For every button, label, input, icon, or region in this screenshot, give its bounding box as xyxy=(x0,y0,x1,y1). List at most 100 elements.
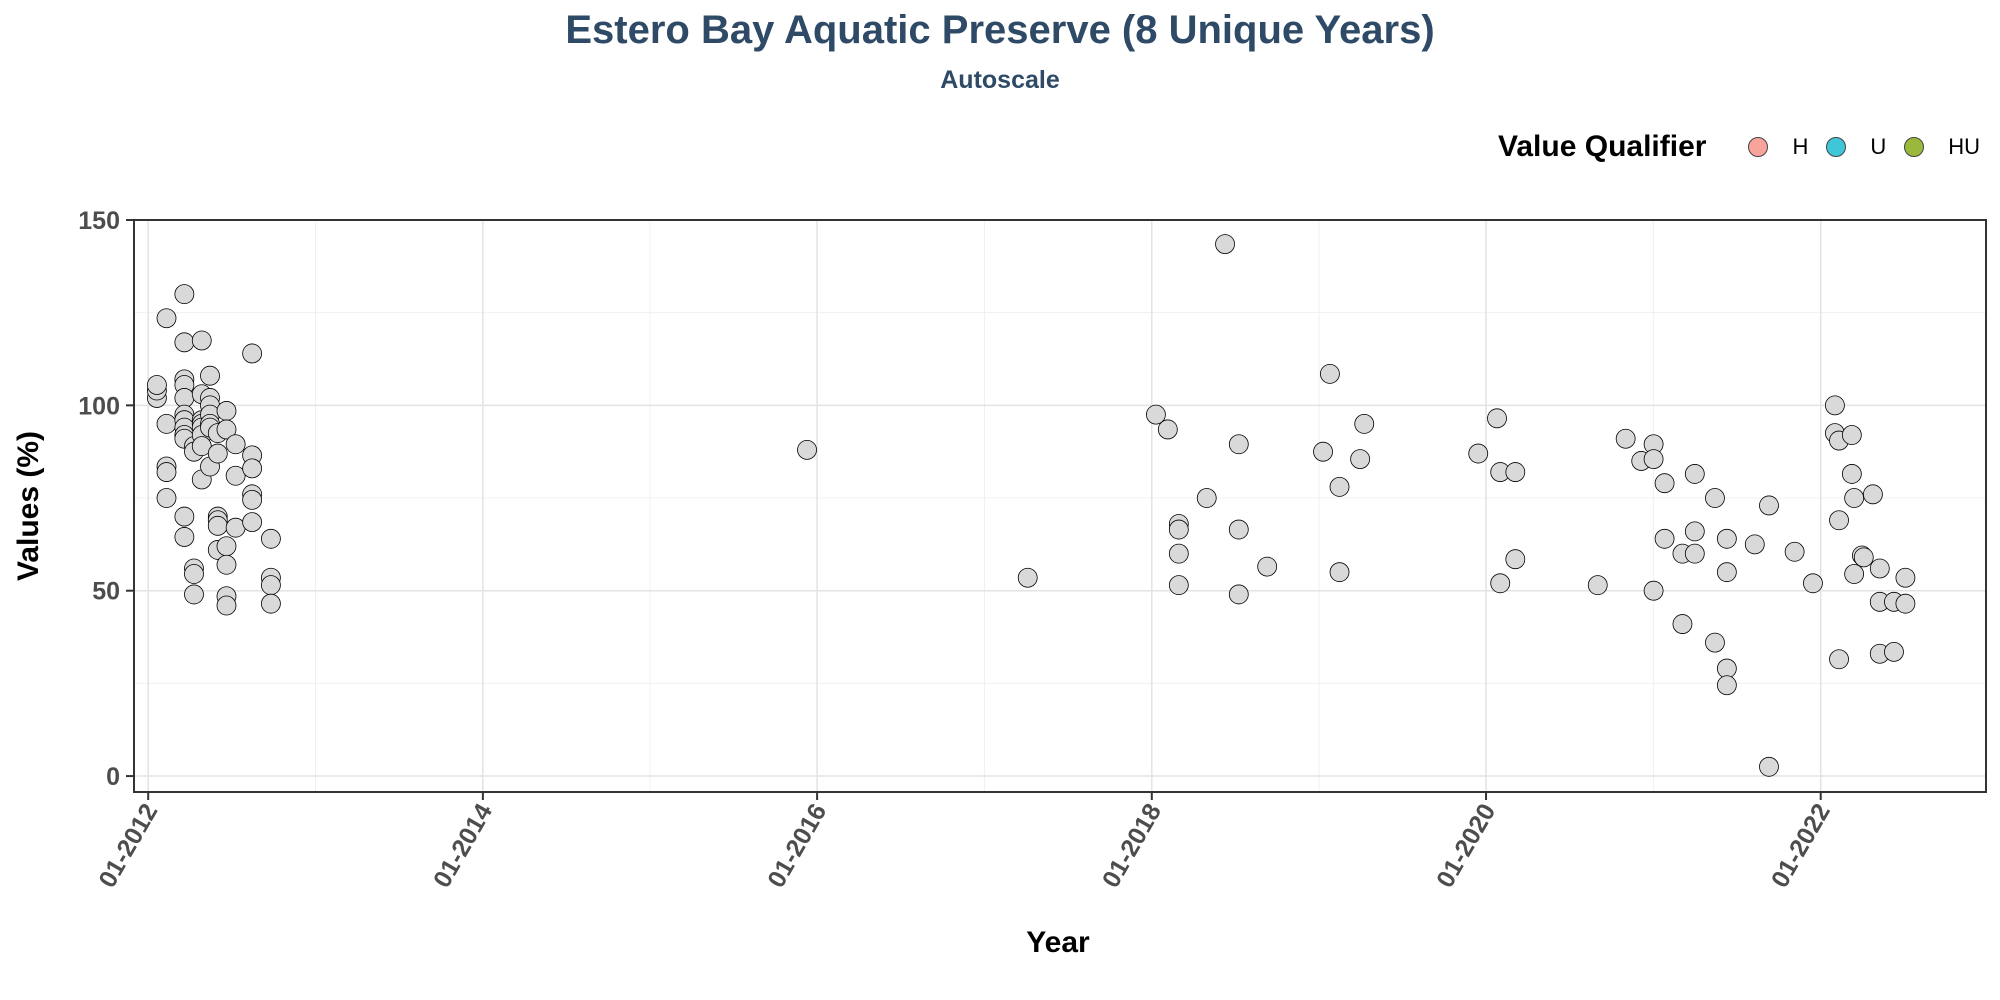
data-point xyxy=(156,413,177,434)
legend-swatch-u xyxy=(1826,137,1847,157)
data-point xyxy=(146,375,167,395)
x-axis-ticks: 01-2012 01-2014 01-2016 01-2018 01-2020 01-20… xyxy=(93,792,1836,892)
x-tick-label: 01-2016 xyxy=(762,799,832,892)
data-point xyxy=(1350,449,1371,470)
data-point xyxy=(1168,543,1189,564)
data-point xyxy=(191,330,212,351)
data-point xyxy=(1684,464,1705,484)
legend-item-hu: HU xyxy=(1904,134,1980,160)
data-point xyxy=(216,419,237,440)
data-point xyxy=(156,488,177,508)
data-point xyxy=(1017,567,1038,588)
data-point xyxy=(156,462,177,482)
x-tick-label: 01-2022 xyxy=(1766,799,1836,892)
data-point xyxy=(174,284,195,305)
data-point xyxy=(260,528,281,549)
data-point xyxy=(1490,573,1511,594)
chart-subtitle: Autoscale xyxy=(940,66,1060,94)
data-point xyxy=(225,434,246,455)
data-point xyxy=(1615,428,1636,449)
plot-panel-border xyxy=(133,219,1987,793)
chart-title: Estero Bay Aquatic Preserve (8 Unique Ye… xyxy=(565,8,1435,52)
data-point xyxy=(216,554,237,575)
data-point xyxy=(174,506,195,527)
data-point xyxy=(1228,519,1249,540)
legend-swatch-h xyxy=(1748,137,1769,157)
data-point xyxy=(1257,556,1278,577)
data-point xyxy=(1505,549,1526,570)
data-point xyxy=(1168,519,1189,540)
data-point xyxy=(1672,614,1693,634)
data-point xyxy=(225,465,246,486)
data-point xyxy=(1863,484,1883,505)
data-point xyxy=(1829,510,1849,531)
data-point xyxy=(1825,395,1845,416)
data-point xyxy=(1196,488,1217,508)
data-point xyxy=(1705,488,1725,508)
data-point xyxy=(1784,541,1805,562)
data-point xyxy=(1829,649,1849,670)
y-tick-label: 100 xyxy=(78,392,120,420)
y-axis-label: Values (%) xyxy=(12,431,45,581)
data-point xyxy=(216,401,237,421)
legend-label-h: H xyxy=(1792,134,1809,159)
y-tick-label: 50 xyxy=(92,578,120,606)
data-point xyxy=(1841,464,1862,484)
data-point xyxy=(1803,573,1823,594)
data-point xyxy=(1716,675,1737,696)
data-point xyxy=(1716,658,1737,679)
data-point xyxy=(1587,575,1608,596)
legend-item-u: U xyxy=(1826,134,1886,160)
data-point xyxy=(1884,641,1904,662)
data-point xyxy=(242,489,263,510)
legend-label-u: U xyxy=(1870,134,1887,159)
data-point xyxy=(184,584,204,605)
data-point xyxy=(1329,562,1350,583)
data-point xyxy=(1744,534,1765,555)
data-point xyxy=(1505,462,1526,482)
data-point xyxy=(1841,425,1862,445)
data-point xyxy=(1705,632,1725,653)
data-point xyxy=(1684,543,1705,564)
legend-label-hu: HU xyxy=(1948,134,1980,159)
data-point xyxy=(1759,495,1779,516)
data-point xyxy=(1228,434,1249,455)
data-point xyxy=(216,595,237,616)
data-point xyxy=(1853,547,1874,568)
x-tick-label: 01-2020 xyxy=(1431,799,1501,892)
data-point xyxy=(797,439,817,460)
y-axis-ticks: 0 50 100 150 xyxy=(78,207,134,791)
legend-swatch-hu xyxy=(1904,137,1925,157)
y-tick-label: 0 xyxy=(106,763,120,791)
data-points xyxy=(146,234,1916,777)
x-tick-label: 01-2014 xyxy=(428,799,498,893)
legend-title: Value Qualifier xyxy=(1498,130,1707,163)
data-point xyxy=(1313,441,1333,462)
data-point xyxy=(1869,558,1890,579)
y-tick-label: 150 xyxy=(78,207,120,235)
data-point xyxy=(1168,575,1189,596)
grid-layer xyxy=(134,219,1986,792)
data-point xyxy=(1643,449,1664,470)
data-point xyxy=(200,365,220,386)
data-point xyxy=(242,512,263,533)
x-axis-label: Year xyxy=(1026,926,1090,959)
data-point xyxy=(216,536,237,557)
data-point xyxy=(1844,488,1865,508)
data-point xyxy=(1654,528,1675,549)
data-point xyxy=(1643,580,1664,601)
data-point xyxy=(1844,564,1865,584)
legend-item-h: H xyxy=(1748,134,1808,160)
data-point xyxy=(1684,521,1705,542)
data-point xyxy=(1329,477,1350,497)
data-point xyxy=(1228,584,1249,605)
data-point xyxy=(260,575,281,596)
x-tick-label: 01-2018 xyxy=(1097,799,1167,893)
data-point xyxy=(1320,363,1340,384)
data-point xyxy=(1654,473,1675,494)
data-point xyxy=(1759,756,1779,777)
data-point xyxy=(1716,562,1737,583)
data-point xyxy=(207,443,228,464)
data-point xyxy=(1895,567,1916,588)
